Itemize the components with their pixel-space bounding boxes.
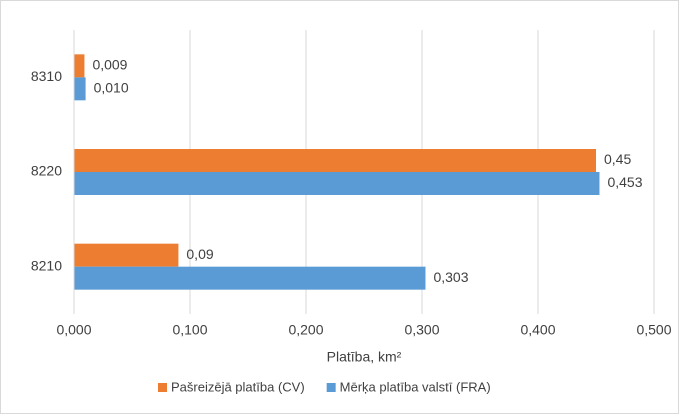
data-label: 0,45 — [604, 151, 631, 167]
x-axis-label: Platība, km² — [327, 349, 402, 365]
x-tick-label: 0,400 — [520, 322, 555, 338]
bar — [74, 243, 179, 267]
y-tick-label: 8220 — [31, 163, 62, 179]
data-label: 0,453 — [607, 174, 642, 190]
y-tick-label: 8210 — [31, 257, 62, 273]
data-label: 0,303 — [433, 269, 468, 285]
legend-swatch — [158, 383, 167, 392]
x-tick-label: 0,300 — [404, 322, 439, 338]
x-tick-label: 0,500 — [636, 322, 671, 338]
data-label: 0,010 — [94, 80, 129, 96]
data-label: 0,09 — [186, 246, 213, 262]
bar — [74, 149, 596, 172]
x-tick-label: 0,000 — [56, 322, 91, 338]
legend-swatch — [326, 383, 336, 392]
bar — [74, 54, 85, 78]
x-tick-label: 0,100 — [172, 322, 207, 338]
legend-label: Pašreizējā platība (CV) — [171, 379, 305, 394]
x-tick-label: 0,200 — [288, 322, 323, 338]
bar — [74, 266, 426, 290]
legend-label: Mērķa platība valstī (FRA) — [340, 379, 491, 394]
data-label: 0,009 — [92, 57, 127, 73]
bar — [74, 77, 86, 101]
y-tick-label: 8310 — [31, 68, 62, 84]
bar — [74, 172, 600, 195]
